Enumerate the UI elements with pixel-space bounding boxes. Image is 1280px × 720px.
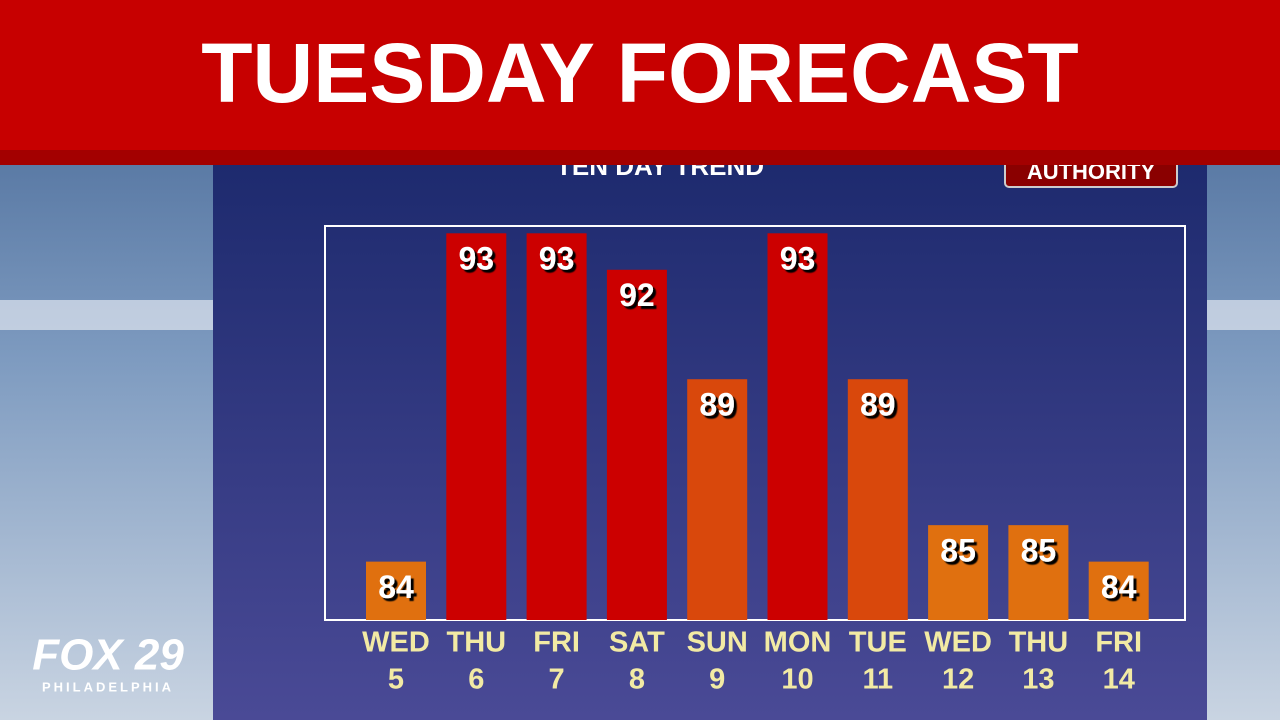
x-tick-label: FRI	[1095, 627, 1142, 659]
bar	[687, 379, 748, 620]
x-tick-label: 10	[781, 664, 813, 696]
x-tick-label: 8	[629, 664, 645, 696]
banner-strip	[0, 150, 1280, 165]
x-tick-label: 13	[1022, 664, 1054, 696]
x-tick-label: SUN	[687, 627, 748, 659]
plot-frame	[324, 225, 1186, 621]
bar	[847, 379, 908, 620]
bar	[366, 561, 426, 620]
bar	[767, 233, 828, 620]
value-label: 93	[780, 241, 816, 277]
x-tick-label: 7	[549, 664, 565, 696]
bar	[928, 525, 989, 620]
x-tick-label: 9	[709, 664, 725, 696]
x-tick-label: SAT	[609, 627, 665, 659]
x-tick-label: TUE	[849, 627, 907, 659]
bar	[1008, 525, 1069, 620]
value-label: 85	[940, 533, 976, 569]
x-tick-label: WED	[362, 627, 430, 659]
bar	[446, 233, 507, 620]
value-label: 85	[1021, 533, 1057, 569]
value-label: 84	[1101, 569, 1137, 605]
value-label: 89	[860, 387, 896, 423]
x-tick-label: 6	[468, 664, 484, 696]
x-tick-label: 12	[942, 664, 974, 696]
banner	[0, 0, 1280, 165]
logo-city: PHILADELPHIA	[42, 679, 174, 694]
x-tick-label: THU	[446, 627, 506, 659]
x-tick-label: THU	[1009, 627, 1069, 659]
value-label: 89	[699, 387, 735, 423]
x-tick-label: WED	[924, 627, 992, 659]
chart-title: TUESDAY FORECAST	[201, 26, 1079, 120]
x-tick-label: 14	[1103, 664, 1135, 696]
x-tick-label: 11	[862, 664, 893, 696]
bar	[606, 269, 667, 620]
value-label: 93	[459, 241, 495, 277]
bar	[526, 233, 587, 620]
x-tick-label: 5	[388, 664, 404, 696]
x-tick-label: MON	[764, 627, 832, 659]
value-label: 92	[619, 277, 655, 313]
value-label: 84	[378, 569, 414, 605]
x-tick-label: FRI	[533, 627, 580, 659]
bar	[1088, 561, 1149, 620]
value-label: 93	[539, 241, 575, 277]
logo: FOX 29	[32, 631, 184, 680]
